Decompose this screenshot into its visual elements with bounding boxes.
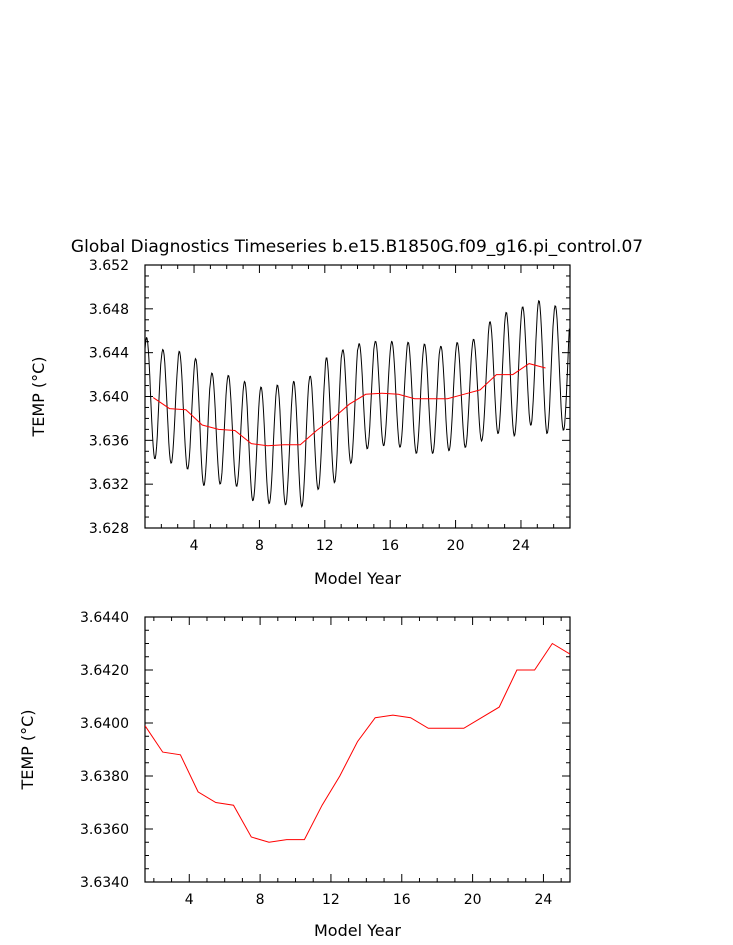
x-tick-label: 20 bbox=[464, 892, 482, 908]
x-axis-label: Model Year bbox=[314, 569, 401, 588]
y-tick-label: 3.636 bbox=[89, 433, 129, 449]
y-tick-label: 3.632 bbox=[89, 477, 129, 493]
y-tick-label: 3.6340 bbox=[80, 875, 129, 891]
y-axis-label: TEMP (°C) bbox=[18, 709, 37, 790]
y-tick-label: 3.652 bbox=[89, 258, 129, 274]
y-axis-label: TEMP (°C) bbox=[29, 356, 48, 437]
x-tick-label: 16 bbox=[393, 892, 411, 908]
y-tick-label: 3.628 bbox=[89, 521, 129, 537]
timeseries-panel-annual: 4 8 12 16 20 24 3.6340 3.6360 3.6380 3.6400 3.6420… bbox=[18, 610, 571, 940]
y-tick-label: 3.644 bbox=[89, 346, 129, 362]
y-tick-label: 3.6420 bbox=[80, 663, 129, 679]
series-line-monthly bbox=[145, 299, 570, 509]
y-tick-label: 3.6400 bbox=[80, 716, 129, 732]
y-tick-label: 3.648 bbox=[89, 302, 129, 318]
x-tick-label: 16 bbox=[381, 538, 399, 554]
x-tick-label: 8 bbox=[255, 538, 264, 554]
x-tick-label: 24 bbox=[535, 892, 553, 908]
x-tick-label: 4 bbox=[185, 892, 194, 908]
plot-frame bbox=[144, 616, 571, 883]
series-line-annual-mean bbox=[145, 642, 570, 843]
figure-title: Global Diagnostics Timeseries b.e15.B185… bbox=[71, 237, 643, 257]
x-tick-label: 8 bbox=[256, 892, 265, 908]
y-tick-label: 3.6360 bbox=[80, 822, 129, 838]
x-tick-label: 12 bbox=[316, 538, 334, 554]
y-tick-label: 3.6440 bbox=[80, 610, 129, 626]
timeseries-panel-monthly: 4 8 12 16 20 24 3.628 3.632 3.636 3.640 3.644 3.648… bbox=[29, 258, 571, 588]
x-tick-label: 4 bbox=[190, 538, 199, 554]
series-line-annual-mean bbox=[152, 363, 546, 447]
x-tick-label: 24 bbox=[512, 538, 530, 554]
y-tick-label: 3.6380 bbox=[80, 769, 129, 785]
plot-frame bbox=[144, 264, 571, 529]
y-tick-label: 3.640 bbox=[89, 390, 129, 406]
x-tick-label: 20 bbox=[447, 538, 465, 554]
x-tick-label: 12 bbox=[322, 892, 340, 908]
x-axis-label: Model Year bbox=[314, 921, 401, 940]
